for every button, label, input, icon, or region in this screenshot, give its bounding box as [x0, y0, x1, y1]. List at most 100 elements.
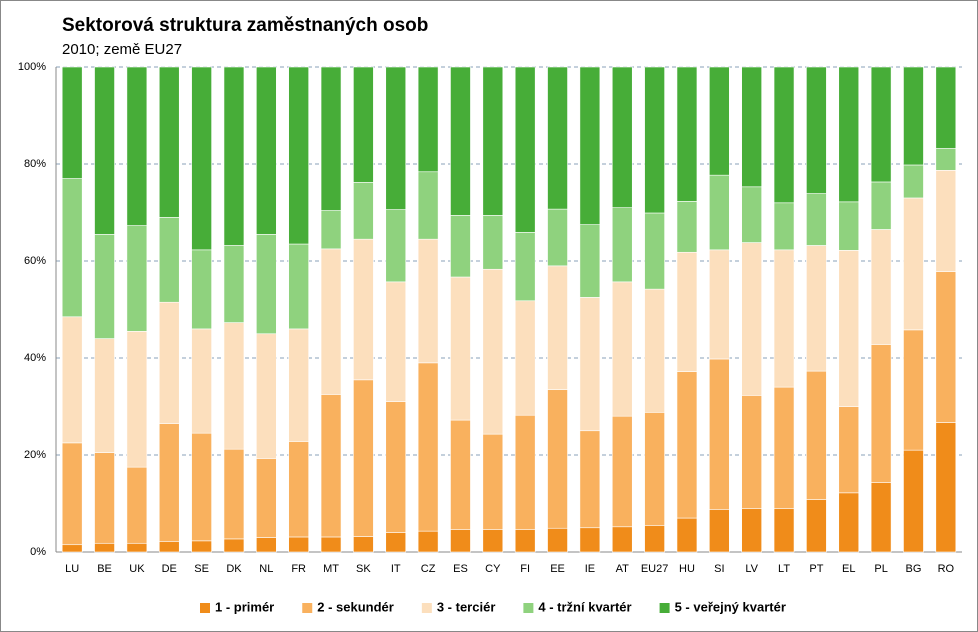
bar-segment	[676, 201, 698, 253]
bar-segment	[611, 526, 633, 553]
bar-segment	[450, 419, 471, 530]
bar-segment	[514, 66, 536, 233]
bar-segment	[547, 208, 568, 267]
bar-segment	[94, 542, 115, 553]
x-tick-label: SE	[194, 563, 209, 575]
x-tick-label: BE	[97, 563, 112, 575]
bar-segment	[611, 66, 633, 208]
x-tick-label: HU	[679, 563, 695, 575]
x-tick-label: FI	[520, 563, 530, 575]
x-tick-label: FR	[291, 563, 306, 575]
bar-segment	[773, 249, 795, 388]
bar-segment	[126, 466, 148, 544]
bar-segment	[385, 401, 407, 533]
bar-segment	[644, 212, 665, 290]
bar-segment	[288, 536, 309, 553]
bar-segment	[385, 209, 407, 283]
bar-segment	[482, 268, 504, 435]
bar-segment	[838, 492, 860, 553]
bar-segment	[61, 316, 83, 444]
x-tick-label: BG	[906, 563, 922, 575]
x-tick-label: PL	[874, 563, 887, 575]
bar-segment	[514, 529, 536, 553]
bar-segment	[158, 423, 180, 542]
bar-segment	[547, 66, 568, 210]
bar-segment	[482, 66, 504, 216]
bar-segment	[256, 458, 277, 538]
legend-label: 5 - veřejný kvartér	[675, 599, 786, 614]
bar-segment	[385, 281, 407, 402]
y-tick-label: 40%	[24, 352, 46, 364]
bar-segment	[709, 66, 730, 176]
bar-segment	[806, 245, 827, 372]
bar-segment	[935, 271, 957, 423]
bar-segment	[644, 412, 665, 526]
x-tick-label: MT	[323, 563, 339, 575]
bar-segment	[158, 301, 180, 424]
y-tick-label: 80%	[24, 158, 46, 170]
bar-segment	[870, 229, 892, 345]
legend-label: 2 - sekundér	[317, 599, 394, 614]
bar-segment	[353, 182, 374, 240]
bar-segment	[709, 174, 730, 251]
bar-segment	[838, 66, 860, 203]
bar-segment	[709, 509, 730, 553]
bar-segment	[579, 527, 601, 553]
bar-segment	[644, 288, 665, 413]
x-tick-label: AT	[616, 563, 630, 575]
bar-segment	[353, 238, 374, 381]
legend-label: 4 - tržní kvartér	[538, 599, 631, 614]
bar-segment	[191, 249, 212, 330]
bar-segment	[935, 422, 957, 553]
bar-segment	[935, 148, 957, 171]
bar-segment	[191, 328, 212, 434]
bar-segment	[94, 234, 115, 339]
bar-segment	[838, 201, 860, 251]
bar-segment	[482, 433, 504, 530]
x-tick-label: LV	[745, 563, 758, 575]
bar-segment	[126, 542, 148, 553]
bar-segment	[450, 529, 471, 553]
bar-segment	[94, 66, 115, 235]
x-tick-label: DK	[226, 563, 242, 575]
legend-swatch	[302, 603, 313, 613]
bar-segment	[353, 379, 374, 537]
bar-segment	[676, 251, 698, 372]
bar-segment	[741, 242, 762, 396]
bar-segment	[903, 449, 924, 553]
bar-segment	[806, 370, 827, 500]
x-tick-label: LT	[778, 563, 790, 575]
bar-segment	[320, 66, 342, 211]
bar-segment	[579, 430, 601, 529]
bar-segment	[870, 344, 892, 483]
bar-segment	[741, 66, 762, 188]
bar-segment	[514, 414, 536, 530]
bar-segment	[644, 525, 665, 553]
x-tick-label: SK	[356, 563, 371, 575]
bar-segment	[482, 215, 504, 270]
bar-segment	[514, 300, 536, 416]
bar-segment	[676, 66, 698, 202]
bar-segment	[158, 541, 180, 553]
legend-label: 1 - primér	[215, 599, 274, 614]
bar-segment	[61, 442, 83, 546]
bar-segment	[676, 371, 698, 519]
x-tick-label: UK	[129, 563, 145, 575]
bar-segment	[94, 338, 115, 453]
bar-segment	[870, 482, 892, 553]
bar-segment	[547, 389, 568, 529]
bar-segment	[417, 171, 439, 240]
x-tick-label: SI	[714, 563, 724, 575]
legend-swatch	[523, 603, 534, 613]
bar-segment	[709, 358, 730, 510]
bar-segment	[870, 181, 892, 230]
bar-segment	[935, 66, 957, 149]
bar-segment	[773, 66, 795, 204]
bar-segment	[903, 164, 924, 199]
chart-subtitle: 2010; země EU27	[62, 41, 182, 58]
bar-segment	[288, 243, 309, 330]
bar-segment	[288, 66, 309, 245]
x-tick-label: ES	[453, 563, 468, 575]
bar-segment	[870, 66, 892, 183]
bar-segment	[579, 297, 601, 432]
